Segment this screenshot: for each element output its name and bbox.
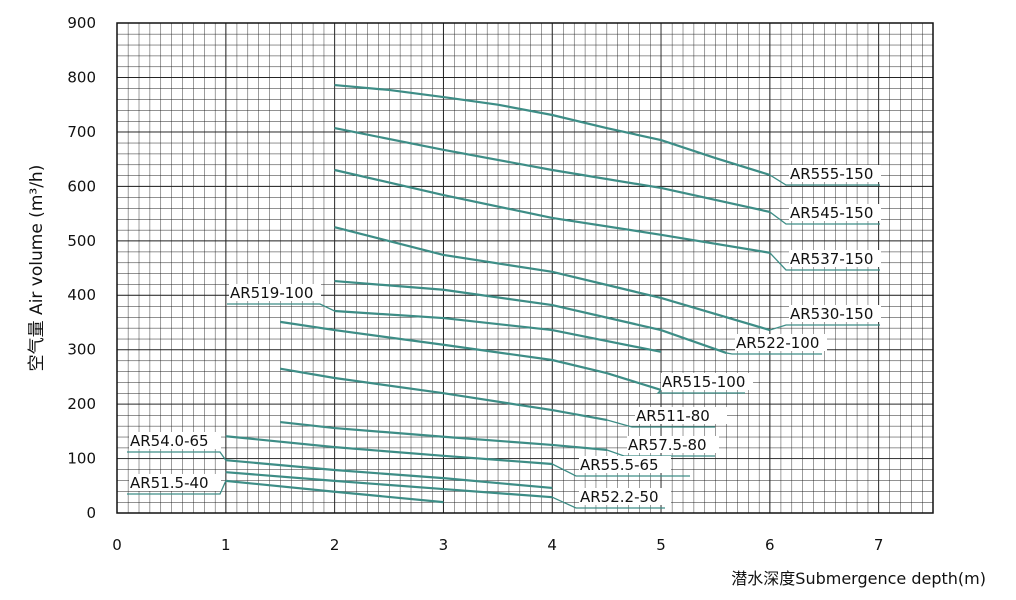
label-leader [227, 303, 335, 312]
y-tick-label: 900 [67, 14, 96, 32]
y-tick-label: 800 [67, 68, 96, 86]
series-line [280, 320, 662, 392]
plot-border [116, 22, 934, 514]
series-label: AR51.5-40 [130, 474, 209, 492]
series-line [334, 126, 771, 213]
y-tick-label: 100 [67, 450, 96, 468]
y-tick-label: 700 [67, 123, 96, 141]
series-line [334, 168, 770, 254]
label-bg [129, 474, 221, 491]
series-label: AR55.5-65 [580, 456, 659, 474]
label-bg [735, 334, 827, 351]
label-bg [789, 250, 881, 267]
y-axis-title: 空气量 Air volume (m³/h) [27, 165, 47, 372]
series-line [225, 459, 553, 490]
y-tick-label: 200 [67, 395, 96, 413]
series-label: AR57.5-80 [628, 436, 707, 454]
label-bg [789, 204, 881, 221]
label-bg [579, 488, 671, 505]
series-label: AR545-150 [790, 204, 873, 222]
series-line [225, 471, 553, 499]
label-leader [606, 419, 715, 428]
x-tick-label: 4 [547, 536, 557, 554]
label-bg [789, 305, 881, 322]
series-label: AR519-100 [230, 284, 313, 302]
series-line [280, 367, 607, 421]
x-tick-label: 2 [330, 536, 340, 554]
x-tick-label: 3 [439, 536, 449, 554]
label-leader [551, 496, 665, 509]
series-line [334, 279, 727, 354]
series-label: AR515-100 [662, 373, 745, 391]
y-tick-label: 500 [67, 232, 96, 250]
series-line [334, 83, 771, 176]
series-label: AR522-100 [736, 334, 819, 352]
x-tick-label: 6 [765, 536, 775, 554]
label-bg [661, 373, 753, 390]
label-bg [229, 284, 321, 301]
label-bg [627, 436, 719, 453]
series-label: AR52.2-50 [580, 488, 659, 506]
x-tick-label: 7 [874, 536, 884, 554]
label-leader [127, 480, 227, 495]
series-line [225, 479, 444, 504]
x-axis-title: 潜水深度Submergence depth(m) [731, 569, 986, 588]
label-leader [127, 451, 227, 461]
label-bg [635, 407, 727, 424]
label-bg [579, 456, 671, 473]
label-bg [129, 432, 221, 449]
series-label: AR537-150 [790, 250, 873, 268]
label-leader [769, 211, 880, 225]
series-label: AR511-80 [636, 407, 710, 425]
label-leader [551, 463, 690, 477]
series-label: AR54.0-65 [130, 432, 209, 450]
x-tick-label: 1 [221, 536, 231, 554]
label-leader [726, 352, 822, 355]
series-label: AR530-150 [790, 305, 873, 323]
x-tick-label: 0 [112, 536, 122, 554]
series-label: AR555-150 [790, 165, 873, 183]
label-leader [656, 389, 745, 394]
x-tick-label: 5 [656, 536, 666, 554]
series-line [225, 435, 553, 466]
label-leader [769, 174, 880, 186]
label-leader [769, 324, 880, 331]
label-bg [789, 165, 881, 182]
y-tick-label: 300 [67, 341, 96, 359]
series-line [280, 420, 607, 451]
series-line [334, 226, 771, 332]
series-line [334, 309, 662, 353]
y-tick-label: 400 [67, 286, 96, 304]
y-tick-label: 0 [86, 504, 96, 522]
y-tick-label: 600 [67, 177, 96, 195]
label-leader [769, 252, 880, 271]
